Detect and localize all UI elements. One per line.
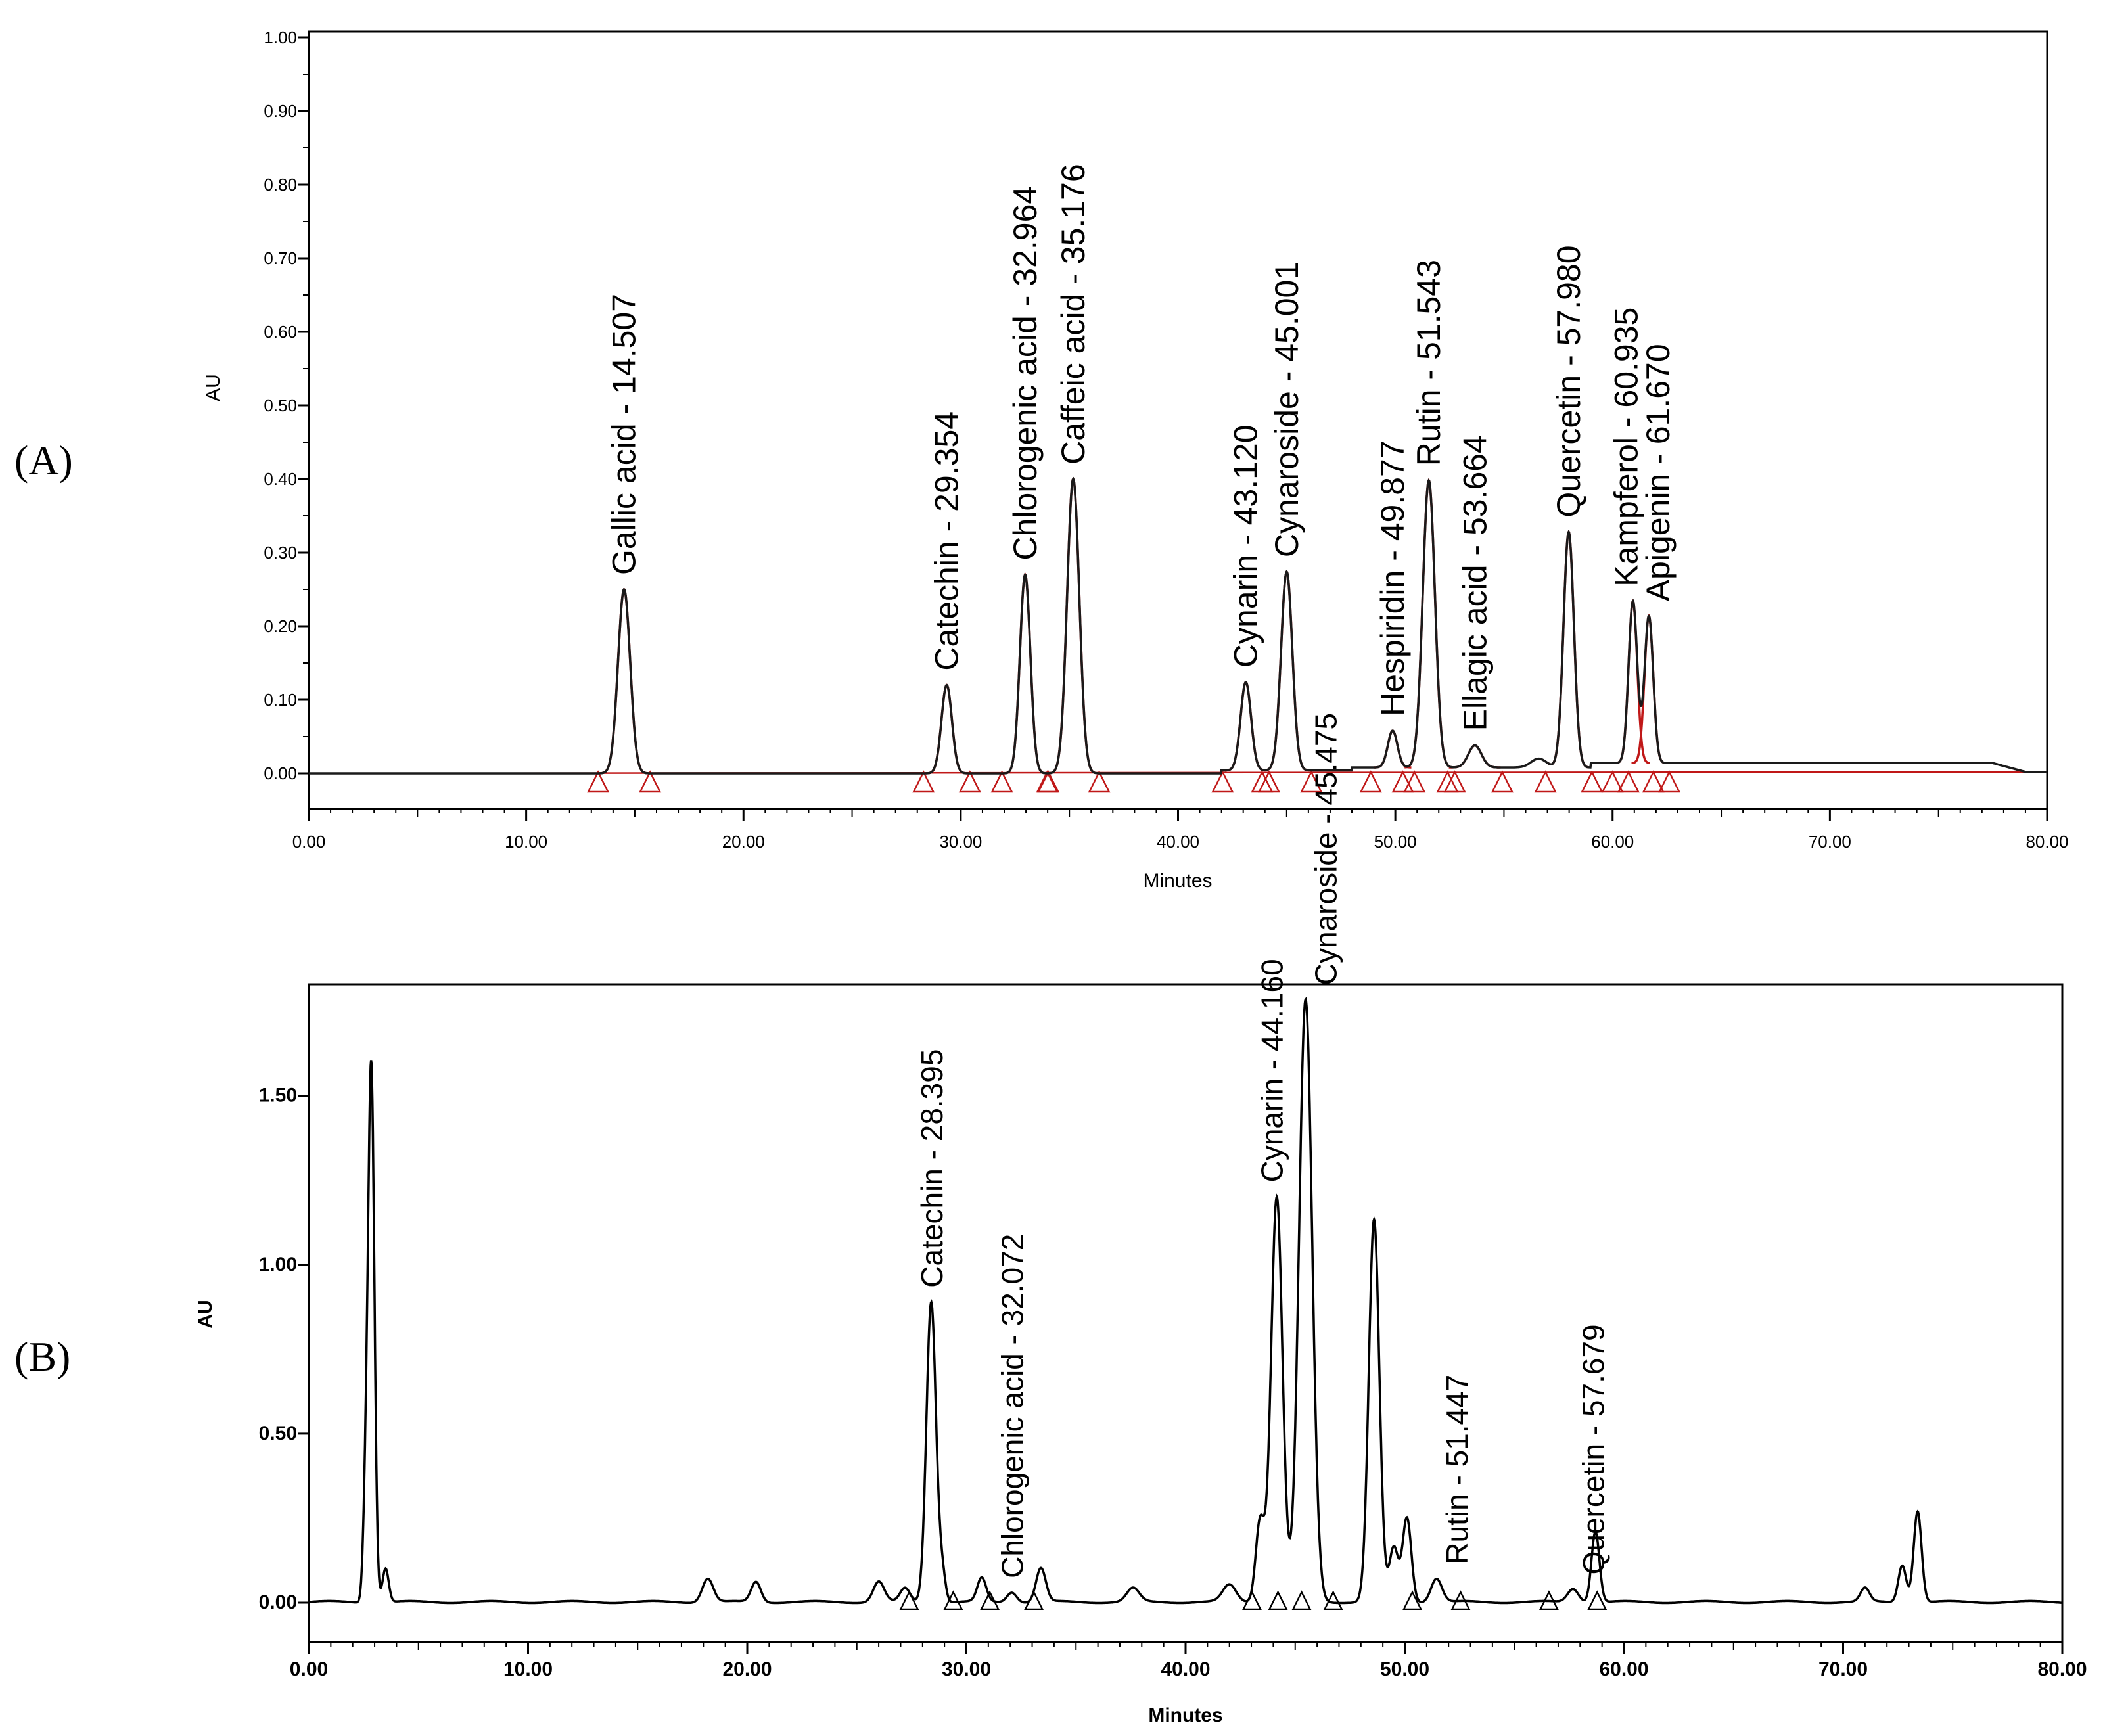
x-tick-label: 20.00 xyxy=(722,1658,772,1680)
x-tick-label: 50.00 xyxy=(1380,1658,1429,1680)
x-tick-label: 70.00 xyxy=(1818,1658,1868,1680)
y-tick-label: 0.80 xyxy=(264,175,297,194)
y-tick-label: 1.50 xyxy=(259,1085,297,1107)
x-tick-label: 30.00 xyxy=(939,832,982,852)
peak-label: Ellagic acid - 53.664 xyxy=(1456,435,1493,731)
y-axis-b: 0.00 0.50 1.00 1.50 xyxy=(259,1085,309,1613)
x-tick-label: 20.00 xyxy=(722,832,765,852)
chromatogram-panel-a: (A) 0.00 0.10 0.20 0.30 0.40 0.50 0.60 0.70 0.80… xyxy=(14,28,2069,892)
y-axis-title-a: AU xyxy=(202,374,224,401)
integration-marker xyxy=(1617,770,1640,793)
peak-label: Quercetin - 57.980 xyxy=(1550,245,1587,517)
peak-label: Catechin - 28.395 xyxy=(915,1049,949,1288)
y-tick-label: 0.90 xyxy=(264,101,297,121)
y-tick-label: 0.30 xyxy=(264,543,297,562)
integration-marker xyxy=(912,770,935,793)
chromatogram-trace-b xyxy=(308,997,2062,1605)
integration-marker xyxy=(1491,770,1514,793)
integration-marker xyxy=(1268,1590,1288,1610)
peak-label: Kampferol - 60.935 xyxy=(1608,308,1645,587)
y-tick-label: 0.20 xyxy=(264,616,297,636)
peak-label: Quercetin - 57.679 xyxy=(1577,1324,1611,1574)
integration-marker xyxy=(1291,1590,1312,1610)
integration-marker xyxy=(1587,1590,1608,1610)
y-tick-label: 0.00 xyxy=(264,764,297,783)
peak-label: Caffeic acid - 35.176 xyxy=(1055,164,1092,465)
peak-label: Gallic acid - 14.507 xyxy=(606,294,643,575)
x-tick-label: 40.00 xyxy=(1161,1658,1210,1680)
y-tick-label: 0.10 xyxy=(264,690,297,710)
integration-marker xyxy=(1534,770,1557,793)
peak-label: Cynaroside - 45.001 xyxy=(1268,262,1305,557)
y-axis-title-b: AU xyxy=(195,1300,216,1328)
integration-marker xyxy=(1581,770,1604,793)
y-tick-label: 0.00 xyxy=(259,1591,297,1613)
peak-label: Hespiridin - 49.877 xyxy=(1374,440,1411,716)
peak-label: Cynarin - 43.120 xyxy=(1228,424,1264,668)
integration-marker xyxy=(587,770,610,793)
integration-marker xyxy=(958,770,981,793)
integration-marker xyxy=(1436,770,1459,793)
peak-label: Chlorogenic acid - 32.964 xyxy=(1007,186,1044,560)
y-tick-label: 0.40 xyxy=(264,469,297,489)
peak-label: Apigenin - 61.670 xyxy=(1640,344,1677,601)
peak-labels-a: Gallic acid - 14.507 Catechin - 29.354 Chl… xyxy=(606,164,1677,731)
peak-label: Cynaroside - 45.475 xyxy=(1309,713,1343,985)
y-tick-label: 0.70 xyxy=(264,248,297,268)
x-tick-label: 0.00 xyxy=(292,832,326,852)
integration-marker xyxy=(990,770,1013,793)
integration-marker xyxy=(1300,770,1323,793)
peak-label: Rutin - 51.543 xyxy=(1410,260,1447,466)
y-tick-label: 0.50 xyxy=(259,1423,297,1444)
x-axis-title-a: Minutes xyxy=(1143,870,1212,892)
peak-labels-b: Catechin - 28.395 Chlorogenic acid - 32.0… xyxy=(915,713,1611,1578)
peak-label: Cynarin - 44.160 xyxy=(1255,959,1289,1182)
x-tick-label: 60.00 xyxy=(1599,1658,1648,1680)
integration-marker xyxy=(1251,770,1274,793)
integration-marker xyxy=(1359,770,1382,793)
integration-marker xyxy=(1658,770,1681,793)
integration-marker xyxy=(1601,770,1624,793)
x-tick-label: 50.00 xyxy=(1374,832,1417,852)
peak-label: Rutin - 51.447 xyxy=(1440,1375,1474,1565)
x-tick-label: 60.00 xyxy=(1591,832,1634,852)
x-tick-label: 10.00 xyxy=(503,1658,553,1680)
y-tick-label: 0.50 xyxy=(264,396,297,415)
x-axis-title-b: Minutes xyxy=(1148,1704,1222,1726)
chromatogram-panel-b: (B) 0.00 0.50 1.00 1.50 0.00 10.00 20.00 30.00… xyxy=(14,713,2087,1726)
y-tick-label: 0.60 xyxy=(264,322,297,342)
integration-marker xyxy=(1391,770,1414,793)
integration-marker xyxy=(1211,770,1234,793)
integration-marker xyxy=(1403,770,1426,793)
x-tick-label: 40.00 xyxy=(1157,832,1199,852)
x-tick-label: 80.00 xyxy=(2037,1658,2087,1680)
integration-marker xyxy=(1402,1590,1423,1610)
chromatogram-trace-a xyxy=(309,476,2047,775)
x-axis-b: 0.00 10.00 20.00 30.00 40.00 50.00 60.00 70.00 8… xyxy=(290,1642,2087,1680)
x-tick-label: 30.00 xyxy=(942,1658,991,1680)
integration-marker xyxy=(1036,770,1059,793)
integration-marker xyxy=(1642,770,1665,793)
peak-label: Chlorogenic acid - 32.072 xyxy=(996,1234,1030,1578)
x-tick-label: 70.00 xyxy=(1809,832,1851,852)
integration-marker xyxy=(899,1590,919,1610)
panel-label-b: (B) xyxy=(14,1333,70,1380)
x-tick-label: 0.00 xyxy=(290,1658,328,1680)
x-tick-label: 10.00 xyxy=(505,832,547,852)
integration-marker xyxy=(639,770,662,793)
y-tick-label: 1.00 xyxy=(259,1254,297,1275)
peak-label: Catechin - 29.354 xyxy=(929,411,965,671)
y-axis-a: 0.00 0.10 0.20 0.30 0.40 0.50 0.60 0.70 0.80 0.90… xyxy=(264,28,309,783)
x-axis-a: 0.00 10.00 20.00 30.00 40.00 50.00 60.00 70.00 8… xyxy=(292,809,2069,852)
x-tick-label: 80.00 xyxy=(2025,832,2068,852)
integration-marker xyxy=(1088,770,1111,793)
panel-label-a: (A) xyxy=(14,437,73,484)
y-tick-label: 1.00 xyxy=(264,28,297,47)
